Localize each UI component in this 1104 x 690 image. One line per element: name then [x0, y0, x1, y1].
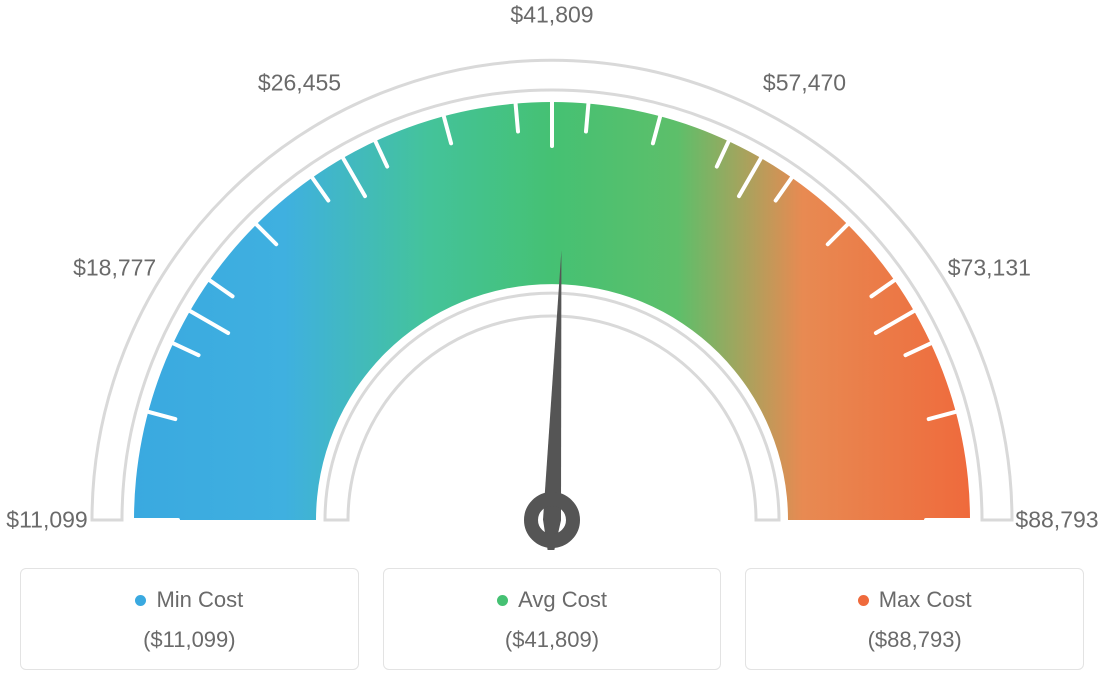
legend-value-max: ($88,793): [756, 627, 1073, 653]
legend-value-min: ($11,099): [31, 627, 348, 653]
legend-title-text: Min Cost: [156, 587, 243, 613]
legend-card-max: Max Cost ($88,793): [745, 568, 1084, 670]
gauge-tick-label: $18,777: [73, 254, 156, 281]
gauge-tick-label: $73,131: [948, 254, 1031, 281]
gauge-chart: $11,099$18,777$26,455$41,809$57,470$73,1…: [20, 20, 1084, 550]
gauge-tick-label: $57,470: [763, 69, 846, 96]
legend-title-min: Min Cost: [135, 587, 243, 613]
legend-row: Min Cost ($11,099) Avg Cost ($41,809) Ma…: [20, 568, 1084, 670]
legend-card-min: Min Cost ($11,099): [20, 568, 359, 670]
gauge-tick-label: $41,809: [510, 2, 593, 29]
legend-value-avg: ($41,809): [394, 627, 711, 653]
gauge-tick-label: $88,793: [1015, 507, 1098, 534]
legend-title-avg: Avg Cost: [497, 587, 607, 613]
gauge-tick-label: $11,099: [6, 507, 87, 534]
legend-card-avg: Avg Cost ($41,809): [383, 568, 722, 670]
legend-dot-avg: [497, 595, 508, 606]
legend-title-max: Max Cost: [858, 587, 972, 613]
legend-dot-min: [135, 595, 146, 606]
legend-title-text: Avg Cost: [518, 587, 607, 613]
legend-title-text: Max Cost: [879, 587, 972, 613]
legend-dot-max: [858, 595, 869, 606]
gauge-tick-label: $26,455: [258, 69, 341, 96]
cost-gauge-widget: $11,099$18,777$26,455$41,809$57,470$73,1…: [20, 20, 1084, 670]
